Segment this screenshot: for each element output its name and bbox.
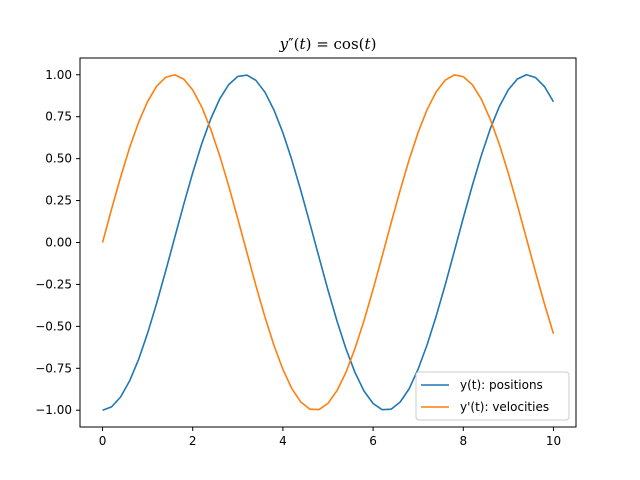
- x-tick-label: 2: [189, 434, 197, 448]
- chart-title: y″(t) = cos(t): [279, 35, 377, 53]
- y-tick-label: 0.75: [45, 110, 72, 124]
- y-tick-label: −0.25: [35, 277, 72, 291]
- title-paren-open2: (: [359, 35, 365, 53]
- legend-label: y(t): positions: [460, 378, 543, 392]
- title-var1: t: [300, 35, 307, 53]
- series-line-1: [102, 73, 555, 411]
- y-tick-label: 0.50: [45, 152, 72, 166]
- title-paren-close2: ): [371, 35, 377, 53]
- legend-box: [415, 371, 570, 421]
- x-tick-label: 0: [99, 434, 107, 448]
- y-tick-label: −0.50: [35, 319, 72, 333]
- legend: y(t): positions y'(t): velocities: [415, 371, 570, 421]
- y-tick-label: 0.00: [45, 236, 72, 250]
- x-tick-label: 8: [459, 434, 467, 448]
- series-layer: [101, 73, 555, 411]
- legend-label: y'(t): velocities: [460, 400, 549, 414]
- y-tick-label: −0.75: [35, 361, 72, 375]
- title-paren-close: ): [306, 35, 312, 53]
- y-tick-label: 0.25: [45, 194, 72, 208]
- title-prime: ″: [288, 35, 294, 53]
- title-var2: t: [365, 35, 372, 53]
- x-tick-label: 6: [369, 434, 377, 448]
- title-equals: =: [311, 35, 333, 53]
- series-line-2: [101, 73, 555, 411]
- y-axis: −1.00 −0.75 −0.50 −0.25 0.00 0.25 0.50 0.75 1.00: [35, 68, 80, 417]
- title-paren-open: (: [294, 35, 300, 53]
- x-axis: 0 2 4 6 8 10: [99, 427, 561, 448]
- title-lhs: y: [279, 35, 289, 53]
- title-func: cos: [334, 35, 359, 53]
- x-tick-label: 10: [546, 434, 561, 448]
- x-tick-label: 4: [279, 434, 287, 448]
- y-tick-label: −1.00: [35, 403, 72, 417]
- y-tick-label: 1.00: [45, 68, 72, 82]
